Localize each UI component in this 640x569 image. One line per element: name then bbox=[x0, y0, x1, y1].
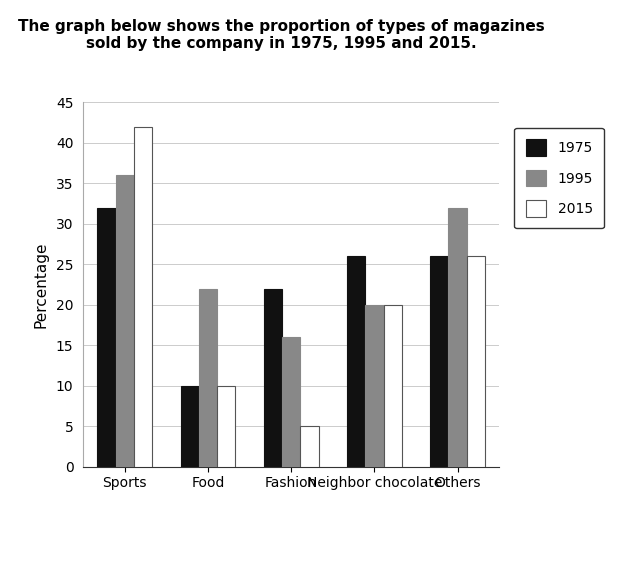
Text: The graph below shows the proportion of types of magazines
sold by the company i: The graph below shows the proportion of … bbox=[18, 19, 545, 51]
Bar bbox=[365, 305, 383, 467]
Bar bbox=[467, 256, 485, 467]
Bar bbox=[282, 337, 300, 467]
Bar bbox=[97, 208, 116, 467]
Bar bbox=[449, 208, 467, 467]
Bar bbox=[264, 288, 282, 467]
Bar bbox=[383, 305, 402, 467]
Bar bbox=[116, 175, 134, 467]
Bar bbox=[134, 127, 152, 467]
Bar bbox=[217, 386, 236, 467]
Bar bbox=[430, 256, 449, 467]
Legend: 1975, 1995, 2015: 1975, 1995, 2015 bbox=[515, 127, 604, 228]
Y-axis label: Percentage: Percentage bbox=[34, 241, 49, 328]
Bar bbox=[199, 288, 217, 467]
Bar bbox=[300, 426, 319, 467]
Bar bbox=[347, 256, 365, 467]
Bar bbox=[180, 386, 199, 467]
